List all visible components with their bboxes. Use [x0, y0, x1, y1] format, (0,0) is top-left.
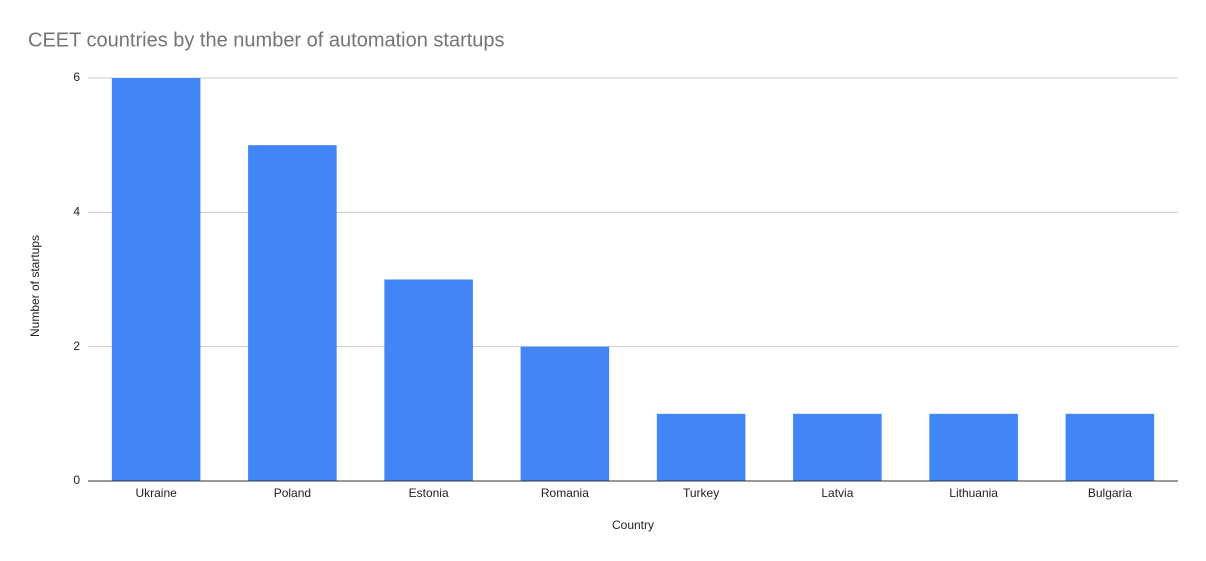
y-tick-label: 2: [73, 339, 80, 353]
bar: [929, 413, 1018, 481]
y-tick-label: 6: [73, 70, 80, 84]
x-tick-label: Ukraine: [135, 486, 177, 500]
x-tick-label: Estonia: [409, 486, 449, 500]
bar: [1065, 413, 1155, 481]
x-tick-label: Poland: [274, 486, 311, 500]
bar: [520, 346, 610, 481]
y-tick-label: 4: [73, 205, 80, 219]
bar: [248, 145, 337, 481]
bar: [793, 413, 882, 481]
x-tick-label: Bulgaria: [1088, 486, 1132, 500]
bar: [656, 413, 746, 481]
chart-title: CEET countries by the number of automati…: [28, 29, 505, 51]
y-axis-label: Number of startups: [28, 235, 42, 337]
bar: [111, 78, 201, 481]
x-tick-label: Latvia: [821, 486, 853, 500]
x-tick-label: Lithuania: [949, 486, 998, 500]
y-tick-label: 0: [73, 473, 80, 487]
bar: [384, 279, 473, 481]
x-tick-label: Romania: [541, 486, 589, 500]
x-tick-label: Turkey: [683, 486, 719, 500]
x-axis-label: Country: [612, 518, 654, 532]
